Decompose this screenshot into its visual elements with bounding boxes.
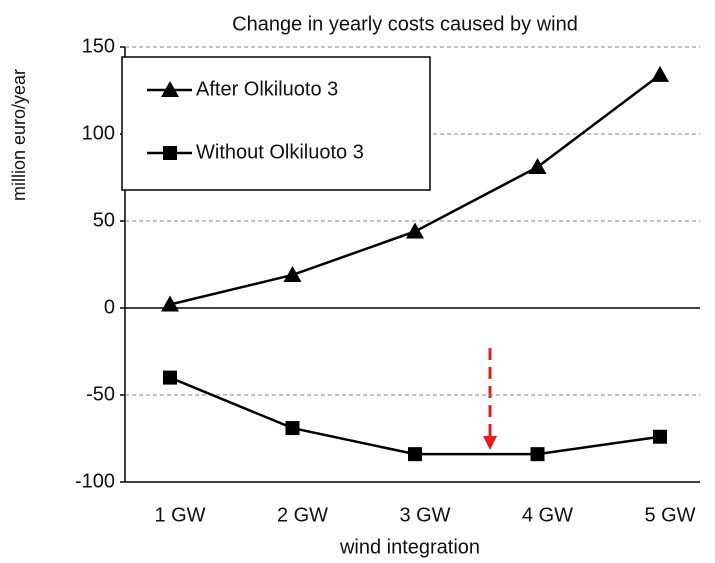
- y-tick-label: 0: [104, 296, 115, 318]
- data-point: [651, 65, 669, 82]
- x-tick-label: 1 GW: [154, 504, 205, 526]
- data-point: [530, 447, 545, 462]
- y-tick-label: 100: [82, 122, 115, 144]
- data-point: [408, 447, 422, 462]
- legend-marker: [161, 81, 179, 97]
- x-tick-label: 5 GW: [644, 504, 695, 526]
- y-tick-label: -50: [86, 383, 115, 405]
- x-tick-label: 3 GW: [399, 504, 450, 526]
- data-point: [528, 158, 547, 175]
- y-axis-label: million euro/year: [9, 69, 29, 201]
- x-axis-label: wind integration: [339, 536, 480, 558]
- data-point: [285, 421, 300, 436]
- x-tick-label: 4 GW: [522, 504, 573, 526]
- legend: After Olkiluoto 3 Without Olkiluoto 3: [121, 56, 431, 191]
- annotation-arrow: [483, 348, 497, 450]
- y-tick-label: 150: [82, 35, 115, 57]
- legend-box: [121, 56, 431, 191]
- data-point: [653, 429, 667, 444]
- chart-title: Change in yearly costs caused by wind: [232, 13, 578, 35]
- legend-label: Without Olkiluoto 3: [196, 141, 364, 163]
- series-line: [169, 376, 661, 456]
- data-point: [406, 222, 424, 239]
- legend-marker: [163, 146, 177, 160]
- y-tick-label: 50: [93, 209, 115, 231]
- data-point: [163, 370, 177, 385]
- x-tick-label: 2 GW: [277, 504, 328, 526]
- y-tick-label: -100: [75, 470, 115, 492]
- data-point: [161, 295, 179, 312]
- data-point: [283, 265, 302, 282]
- legend-label: After Olkiluoto 3: [196, 78, 338, 100]
